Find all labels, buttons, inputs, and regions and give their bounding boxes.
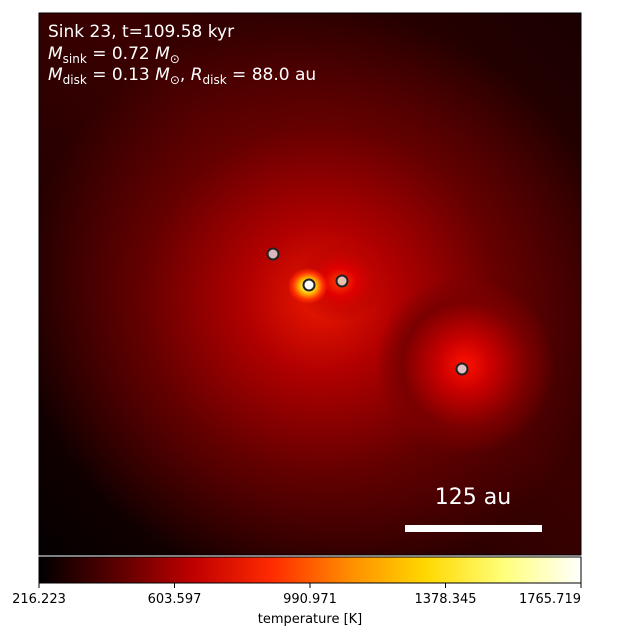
sink-primary-marker (302, 278, 316, 292)
colorbar-tick-2: 990.971 (283, 592, 337, 607)
colorbar-tick-1: 603.597 (148, 592, 202, 607)
scale-bar (405, 525, 542, 532)
image-frame (38, 12, 582, 556)
sink-b-marker (335, 274, 349, 288)
sink-c-marker (455, 362, 469, 376)
colorbar-tick-4: 1765.719 (519, 592, 581, 607)
sink-time-label: Sink 23, t=109.58 kyr (48, 22, 234, 42)
temperature-map (39, 13, 581, 555)
scale-bar-label: 125 au (435, 485, 511, 510)
sink-markers (266, 247, 469, 376)
colorbar (38, 556, 582, 584)
colorbar-tick-3: 1378.345 (414, 592, 476, 607)
sink-mass-label: Msink = 0.72 M⊙ (48, 44, 180, 66)
disk-label: Mdisk = 0.13 M⊙, Rdisk = 88.0 au (48, 65, 316, 87)
colorbar-tick-0: 216.223 (12, 592, 66, 607)
colorbar-ticks: 216.223 603.597 990.971 1378.345 1765.71… (12, 583, 582, 607)
sink-a-marker (266, 247, 280, 261)
colorbar-label: temperature [K] (258, 612, 363, 627)
